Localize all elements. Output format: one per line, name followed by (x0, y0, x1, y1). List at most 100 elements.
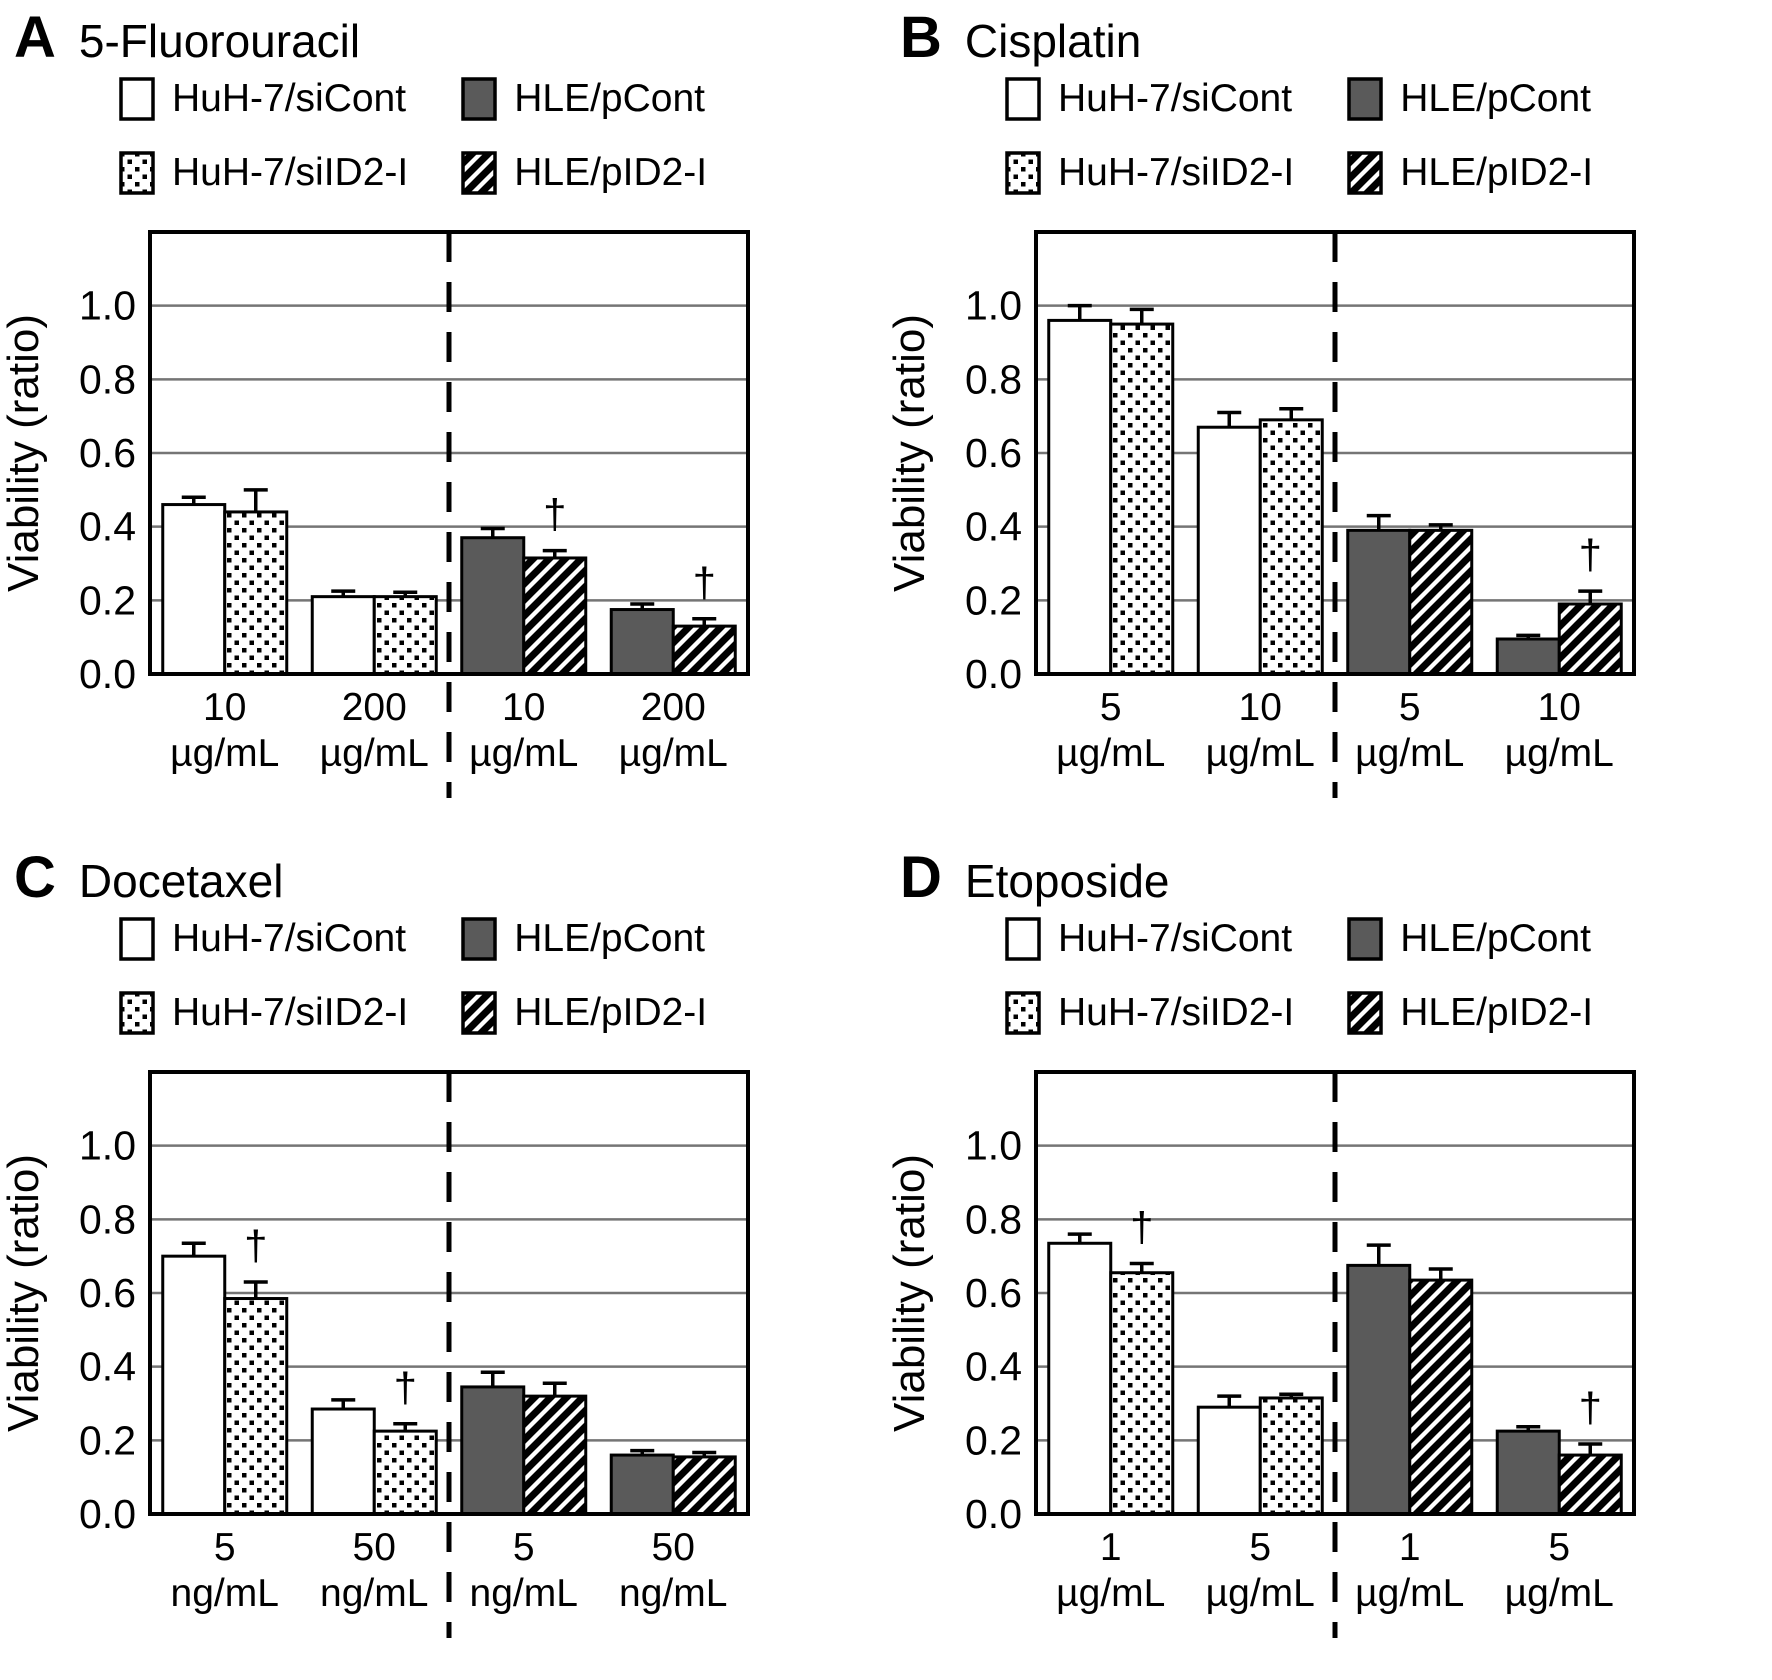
bar-huh-7-siid2-i (223, 1297, 289, 1516)
panel-letter: D (900, 845, 943, 910)
y-axis-label: Viability (ratio) (0, 314, 48, 592)
x-tick-concentration: 1 (1399, 1526, 1421, 1569)
y-tick-label: 0.4 (965, 1344, 1022, 1390)
x-tick-concentration: 10 (1538, 686, 1581, 729)
y-tick-label: 1.0 (965, 1123, 1022, 1169)
legend-label: HLE/pCont (1400, 77, 1591, 120)
error-bar (1217, 1394, 1242, 1408)
error-bar (1516, 633, 1541, 640)
bar-hle-pid2-i (1557, 602, 1623, 676)
bar-huh-7-siid2-i (1109, 322, 1175, 676)
x-tick-concentration: 1 (1100, 1526, 1122, 1569)
x-tick-concentration: 200 (641, 686, 706, 729)
panel-letter: A (14, 5, 57, 70)
error-bar (331, 1398, 356, 1410)
panel-letter: C (14, 845, 57, 910)
y-tick-label: 0.2 (79, 577, 136, 623)
legend-item: HuH-7/siID2-I (1004, 990, 1294, 1036)
bar-huh-7-siid2-i (223, 510, 289, 676)
bar-hle-pcont (1346, 1263, 1412, 1516)
x-tick-concentration: 5 (214, 1526, 236, 1569)
bar-huh-7-sicont (1047, 318, 1113, 676)
bar-chart-b: 0.0 0.2 0.4 0.6 0.8 1.0 Viability (ratio) 5 µg/m… (886, 196, 1772, 836)
error-bar (1129, 1261, 1154, 1273)
legend-swatch-dotted (119, 991, 155, 1035)
bar-huh-7-sicont (1047, 1241, 1113, 1516)
panel-d: D Etoposide HuH-7/siCont HLE/pCont HuH-7/s… (886, 840, 1772, 1680)
error-bar (1279, 1392, 1304, 1398)
error-bar (1366, 1243, 1391, 1266)
dagger-annotation: † (1579, 531, 1602, 578)
bar-hle-pcont (609, 1453, 675, 1516)
y-tick-label: 0.0 (79, 651, 136, 697)
legend-label: HLE/pCont (514, 917, 705, 960)
x-tick-unit: ng/mL (470, 1572, 578, 1615)
bar-huh-7-sicont (310, 1407, 376, 1516)
panel-b-header: B Cisplatin (900, 4, 1141, 71)
bar-hle-pid2-i (522, 556, 588, 676)
bar-hle-pcont (1346, 528, 1412, 676)
panel-title: Etoposide (964, 855, 1170, 907)
legend-item: HLE/pCont (460, 76, 707, 122)
plot-border (148, 230, 750, 676)
legend-item: HuH-7/siCont (1004, 76, 1294, 122)
legend-item: HLE/pID2-I (460, 990, 707, 1036)
error-bar (393, 590, 418, 597)
bar-chart-d: 0.0 0.2 0.4 0.6 0.8 1.0 Viability (ratio) † 1 µg/… (886, 1036, 1772, 1676)
dagger-annotation: † (1130, 1204, 1153, 1251)
legend: HuH-7/siCont HLE/pCont HuH-7/siID2-I HLE/pI… (118, 916, 707, 1036)
bar-huh-7-siid2-i (1109, 1271, 1175, 1516)
legend-swatch-hatched (461, 991, 497, 1035)
y-tick-label: 0.2 (965, 1417, 1022, 1463)
legend-swatch-white (1005, 77, 1041, 121)
bar-hle-pid2-i (522, 1394, 588, 1516)
legend-label: HLE/pCont (1400, 917, 1591, 960)
y-tick-label: 0.2 (79, 1417, 136, 1463)
x-tick-concentration: 5 (513, 1526, 535, 1569)
x-tick-unit: µg/mL (1505, 732, 1614, 775)
legend: HuH-7/siCont HLE/pCont HuH-7/siID2-I HLE/pI… (1004, 916, 1593, 1036)
bar-hle-pcont (460, 1385, 526, 1516)
y-tick-label: 1.0 (79, 1123, 136, 1169)
dagger-annotation: † (244, 1222, 267, 1269)
x-tick-concentration: 5 (1249, 1526, 1271, 1569)
bar-huh-7-sicont (161, 503, 227, 676)
error-bar (480, 1370, 505, 1387)
y-tick-label: 0.8 (965, 1196, 1022, 1242)
y-tick-label: 0.8 (79, 1196, 136, 1242)
plot-border (1034, 230, 1636, 676)
error-bar (181, 1241, 206, 1257)
error-bar (1129, 307, 1154, 325)
y-tick-label: 0.6 (965, 1270, 1022, 1316)
legend-swatch-gray (461, 77, 497, 121)
x-tick-concentration: 50 (353, 1526, 396, 1569)
x-tick-concentration: 10 (1239, 686, 1282, 729)
y-tick-label: 0.2 (965, 577, 1022, 623)
x-tick-unit: µg/mL (619, 732, 728, 775)
legend-label: HLE/pID2-I (1400, 151, 1594, 194)
y-axis-label: Viability (ratio) (0, 1154, 48, 1432)
bar-chart-c: 0.0 0.2 0.4 0.6 0.8 1.0 Viability (ratio) † 5 ng/… (0, 1036, 886, 1676)
legend-item: HLE/pCont (1346, 916, 1593, 962)
error-bar (1428, 1267, 1453, 1281)
legend-label: HuH-7/siCont (172, 77, 407, 120)
x-tick-concentration: 50 (652, 1526, 695, 1569)
bar-huh-7-sicont (310, 595, 376, 676)
x-tick-unit: µg/mL (1056, 732, 1165, 775)
legend-item: HLE/pID2-I (1346, 990, 1593, 1036)
bar-chart-a: 0.0 0.2 0.4 0.6 0.8 1.0 Viability (ratio) 10 µg/… (0, 196, 886, 836)
plot-border (1034, 1070, 1636, 1516)
error-bar (630, 1448, 655, 1456)
legend-swatch-gray (461, 917, 497, 961)
y-tick-label: 0.4 (79, 1344, 136, 1390)
bar-hle-pid2-i (1408, 528, 1474, 676)
dagger-annotation: † (693, 559, 716, 606)
error-bar (1067, 303, 1092, 321)
error-bar (480, 526, 505, 538)
legend-swatch-white (119, 77, 155, 121)
y-tick-label: 0.4 (965, 504, 1022, 550)
bar-huh-7-siid2-i (372, 1429, 438, 1516)
